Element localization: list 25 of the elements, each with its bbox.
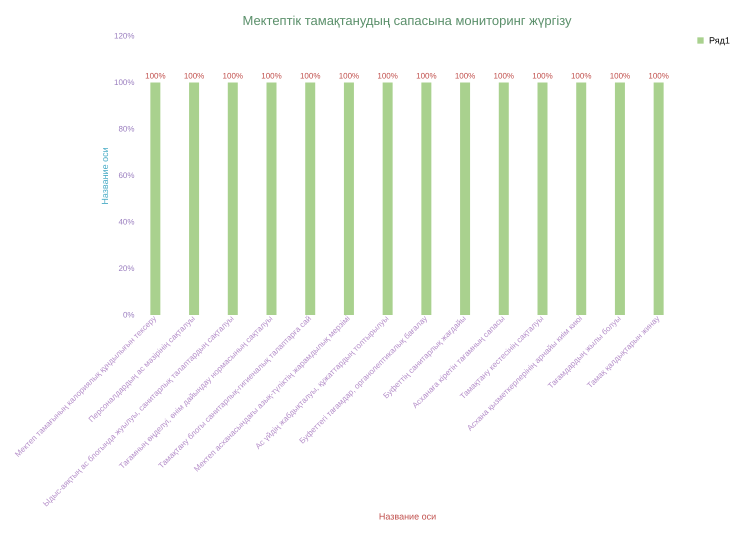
chart-title: Мектептік тамақтанудың сапасына мониторинг жүргізу xyxy=(242,13,572,28)
text: 100% xyxy=(648,72,669,80)
text: 100% xyxy=(184,72,204,80)
text: 100% xyxy=(532,72,553,80)
legend-label: Ряд1 xyxy=(709,36,730,46)
x-axis-title: Название оси xyxy=(378,511,436,522)
text: 100% xyxy=(610,72,630,80)
text: 100% xyxy=(300,72,320,80)
text: 100% xyxy=(416,72,437,80)
y-tick-label: 40% xyxy=(118,218,134,226)
text: 100% xyxy=(454,72,476,80)
text: 100% xyxy=(145,72,166,80)
y-tick-label: 100% xyxy=(114,78,134,87)
text: 100% xyxy=(494,72,514,80)
text: 100% xyxy=(338,72,360,80)
text: 100% xyxy=(222,72,244,80)
y-tick-label: 60% xyxy=(118,171,134,180)
text: 100% xyxy=(377,72,398,80)
y-tick-label: 0% xyxy=(122,310,134,320)
text: 100% xyxy=(570,72,592,80)
y-tick-label: 80% xyxy=(118,124,134,134)
text: 100% xyxy=(261,72,282,80)
y-axis-title: Название оси xyxy=(100,147,110,205)
y-tick-label: 120% xyxy=(114,32,134,40)
y-tick-label: 20% xyxy=(118,264,134,273)
